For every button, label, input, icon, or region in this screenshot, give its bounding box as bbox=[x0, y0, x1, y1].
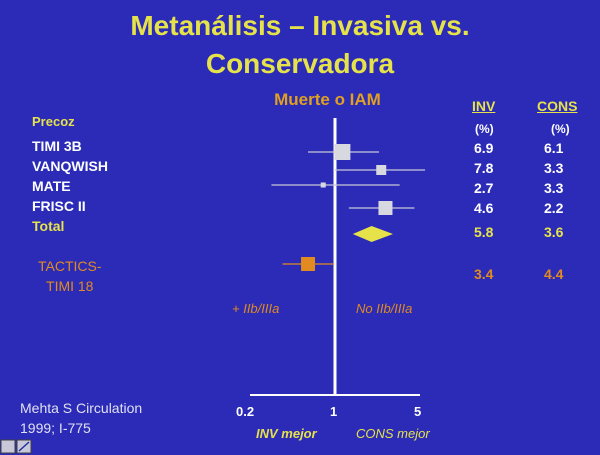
summary-diamond bbox=[352, 226, 394, 242]
inv-value-tactics: 3.4 bbox=[474, 266, 494, 282]
slide-title: Metanálisis – Invasiva vs. bbox=[130, 10, 470, 41]
chart-subtitle: Muerte o IAM bbox=[274, 90, 381, 109]
column-header-inv: INV bbox=[472, 98, 496, 114]
total-label: Total bbox=[32, 218, 65, 234]
inv-value: 2.7 bbox=[474, 180, 494, 196]
cons-value-tactics: 4.4 bbox=[544, 266, 564, 282]
estimate-marker bbox=[320, 182, 326, 188]
inv-value-total: 5.8 bbox=[474, 224, 494, 240]
column-unit-inv: (%) bbox=[475, 122, 494, 136]
x-tick-label: 1 bbox=[330, 404, 338, 419]
slide-title-line-2: Conservadora bbox=[205, 48, 395, 79]
x-tick-label: 0.2 bbox=[236, 404, 255, 419]
cons-value-total: 3.6 bbox=[544, 224, 564, 240]
estimate-marker bbox=[301, 257, 316, 271]
section-label: Precoz bbox=[32, 114, 75, 129]
inv-value: 7.8 bbox=[474, 160, 494, 176]
better-left-label: INV mejor bbox=[256, 426, 317, 441]
inv-value: 4.6 bbox=[474, 200, 494, 216]
favors-left-label: + IIb/IIIa bbox=[232, 301, 280, 316]
estimate-marker bbox=[376, 165, 387, 175]
reference-line-1: Mehta S Circulation bbox=[20, 400, 143, 416]
study-label: VANQWISH bbox=[32, 158, 108, 174]
cons-value: 3.3 bbox=[544, 160, 564, 176]
estimate-marker bbox=[334, 144, 351, 160]
pen-icon-stroke bbox=[18, 441, 30, 452]
cons-value: 2.2 bbox=[544, 200, 564, 216]
study-label: FRISC II bbox=[32, 198, 86, 214]
cons-value: 3.3 bbox=[544, 180, 564, 196]
column-unit-cons: (%) bbox=[551, 122, 570, 136]
inv-value: 6.9 bbox=[474, 140, 494, 156]
slide-icon bbox=[0, 439, 16, 454]
reference-line-2: 1999; I-775 bbox=[20, 420, 91, 436]
favors-right-label: No IIb/IIIa bbox=[356, 301, 413, 316]
x-tick-label: 5 bbox=[414, 404, 422, 419]
study-label-tactics: TACTICS- TIMI 18 bbox=[38, 258, 102, 294]
study-label: TIMI 3B bbox=[32, 138, 82, 154]
better-right-label: CONS mejor bbox=[356, 426, 430, 441]
estimate-marker bbox=[378, 201, 393, 215]
column-header-cons: CONS bbox=[537, 98, 578, 114]
slide-corner-icons bbox=[0, 439, 32, 454]
study-label: MATE bbox=[32, 178, 71, 194]
cons-value: 6.1 bbox=[544, 140, 564, 156]
